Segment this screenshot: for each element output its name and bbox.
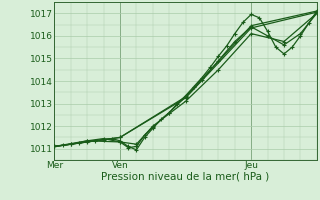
X-axis label: Pression niveau de la mer( hPa ): Pression niveau de la mer( hPa )	[101, 172, 270, 182]
